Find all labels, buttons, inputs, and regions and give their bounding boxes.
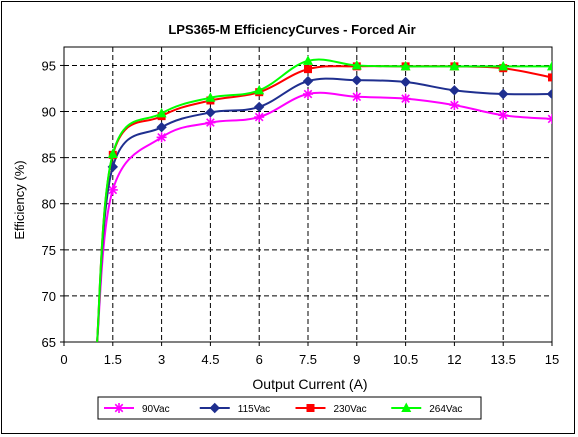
x-tick-label: 13.5 xyxy=(491,352,516,367)
legend-box xyxy=(97,396,482,420)
chart-title: LPS365-M EfficiencyCurves - Forced Air xyxy=(168,22,415,37)
data-point-115vac xyxy=(351,74,363,86)
series-line-90vac xyxy=(96,91,552,342)
legend-swatch-marker xyxy=(401,402,412,412)
legend-label: 90Vac xyxy=(142,404,170,415)
plot-area: 0 1.5 3 4.5 6 7.5 9 10.5 12 13.5 15 65 70 75 80 85 90 95 xyxy=(42,46,559,367)
data-point-115vac xyxy=(253,101,265,113)
legend-swatch-marker xyxy=(114,403,124,413)
data-point-90vac xyxy=(547,113,552,124)
x-tick-label: 15 xyxy=(545,352,559,367)
data-point-115vac xyxy=(302,75,314,87)
data-point-115vac xyxy=(546,88,552,100)
legend: 90Vac 115Vac 230Vac 264Vac xyxy=(97,396,482,420)
data-point-90vac xyxy=(449,100,460,111)
x-tick-label: 12 xyxy=(447,352,461,367)
data-point-264vac xyxy=(156,107,167,118)
x-axis-title: Output Current (A) xyxy=(252,376,367,392)
data-point-264vac xyxy=(254,84,265,95)
data-point-90vac xyxy=(107,184,118,195)
data-point-90vac xyxy=(156,132,167,143)
data-point-264vac xyxy=(205,92,216,102)
legend-label: 115Vac xyxy=(238,404,270,415)
x-tick-label: 9 xyxy=(353,352,360,367)
data-point-264vac xyxy=(303,55,313,65)
data-point-90vac xyxy=(254,112,265,123)
data-point-264vac xyxy=(351,59,362,70)
y-axis-title: Efficiency (%) xyxy=(12,160,27,239)
data-point-115vac xyxy=(497,88,509,100)
x-tick-label: 1.5 xyxy=(104,352,122,367)
legend-label: 230Vac xyxy=(334,404,367,415)
data-point-90vac xyxy=(400,93,411,104)
data-point-90vac xyxy=(303,89,313,100)
x-tick-label: 10.5 xyxy=(393,352,418,367)
series-90vac xyxy=(96,89,552,342)
data-point-90vac xyxy=(351,91,362,102)
data-point-264vac xyxy=(449,60,460,71)
x-tick-label: 6 xyxy=(256,352,263,367)
legend-item-90vac: 90Vac xyxy=(104,403,170,415)
data-point-264vac xyxy=(498,60,509,71)
legend-item-264vac: 264Vac xyxy=(391,402,462,415)
data-point-264vac xyxy=(107,148,118,158)
y-tick-label: 65 xyxy=(42,335,56,350)
x-tick-label: 4.5 xyxy=(201,352,219,367)
legend-swatch-marker xyxy=(306,404,315,412)
x-tick-label: 0 xyxy=(60,352,67,367)
data-point-230vac xyxy=(304,65,312,74)
data-point-90vac xyxy=(205,117,216,128)
y-tick-label: 95 xyxy=(42,58,56,73)
legend-swatch-marker xyxy=(209,402,220,414)
data-point-115vac xyxy=(156,121,167,133)
legend-label: 264Vac xyxy=(429,404,462,415)
data-point-264vac xyxy=(400,60,411,71)
x-tick-label: 7.5 xyxy=(299,352,317,367)
data-point-115vac xyxy=(205,107,216,118)
y-tick-label: 70 xyxy=(42,289,56,304)
x-tick-label: 3 xyxy=(158,352,165,367)
legend-item-115vac: 115Vac xyxy=(199,402,270,415)
data-point-264vac xyxy=(547,60,552,71)
series-264vac xyxy=(96,55,552,342)
legend-item-230vac: 230Vac xyxy=(295,404,367,415)
data-point-115vac xyxy=(400,76,411,88)
data-point-230vac xyxy=(548,73,552,82)
y-tick-label: 90 xyxy=(42,105,56,120)
data-point-115vac xyxy=(449,85,460,96)
y-tick-label: 75 xyxy=(42,243,56,258)
y-tick-label: 80 xyxy=(42,197,56,212)
data-point-90vac xyxy=(498,110,509,121)
y-tick-label: 85 xyxy=(42,151,56,166)
